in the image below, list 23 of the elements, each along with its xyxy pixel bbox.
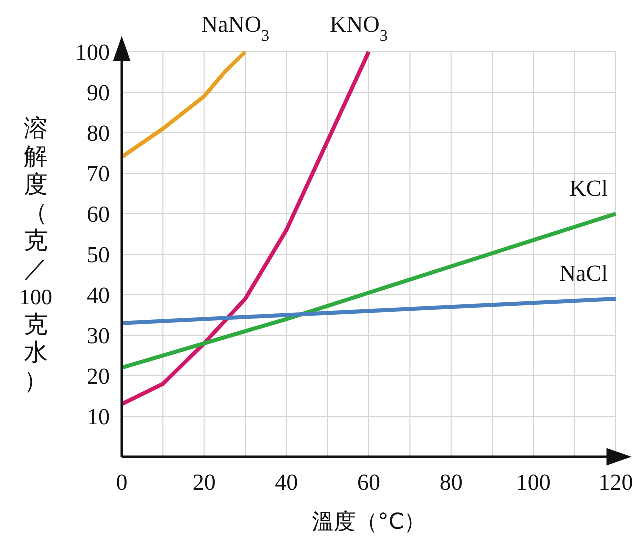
x-tick-label: 60: [358, 470, 380, 495]
x-tick-label: 100: [516, 470, 551, 495]
x-tick-label: 20: [192, 470, 216, 495]
x-tick-label: 120: [598, 470, 634, 495]
x-tick-label: 80: [440, 470, 463, 495]
y-tick-label: 90: [87, 80, 110, 106]
text: 溶解度（克／100克水）: [20, 114, 52, 394]
series-label: NaNO$_{3}$: [201, 12, 270, 44]
series-label: KNO$_{3}$: [330, 12, 388, 44]
y-tick-label: 60: [87, 202, 110, 227]
y-tick-label: 50: [87, 242, 110, 268]
y-tick-label: 40: [87, 283, 110, 308]
x-tick-label: 40: [275, 470, 298, 495]
series-label: KCl: [570, 176, 608, 201]
y-tick-label: 70: [87, 162, 110, 186]
y-tick-label: 10: [87, 404, 110, 430]
y-tick-label: 30: [87, 324, 110, 348]
series-label: NaCl: [559, 261, 608, 286]
x-axis-title: 溫度（°C）: [312, 510, 426, 535]
x-tick-label: 0: [116, 470, 128, 495]
y-tick-label: 80: [87, 121, 110, 146]
y-tick-label: 100: [76, 40, 110, 65]
y-tick-label: 20: [87, 364, 110, 389]
